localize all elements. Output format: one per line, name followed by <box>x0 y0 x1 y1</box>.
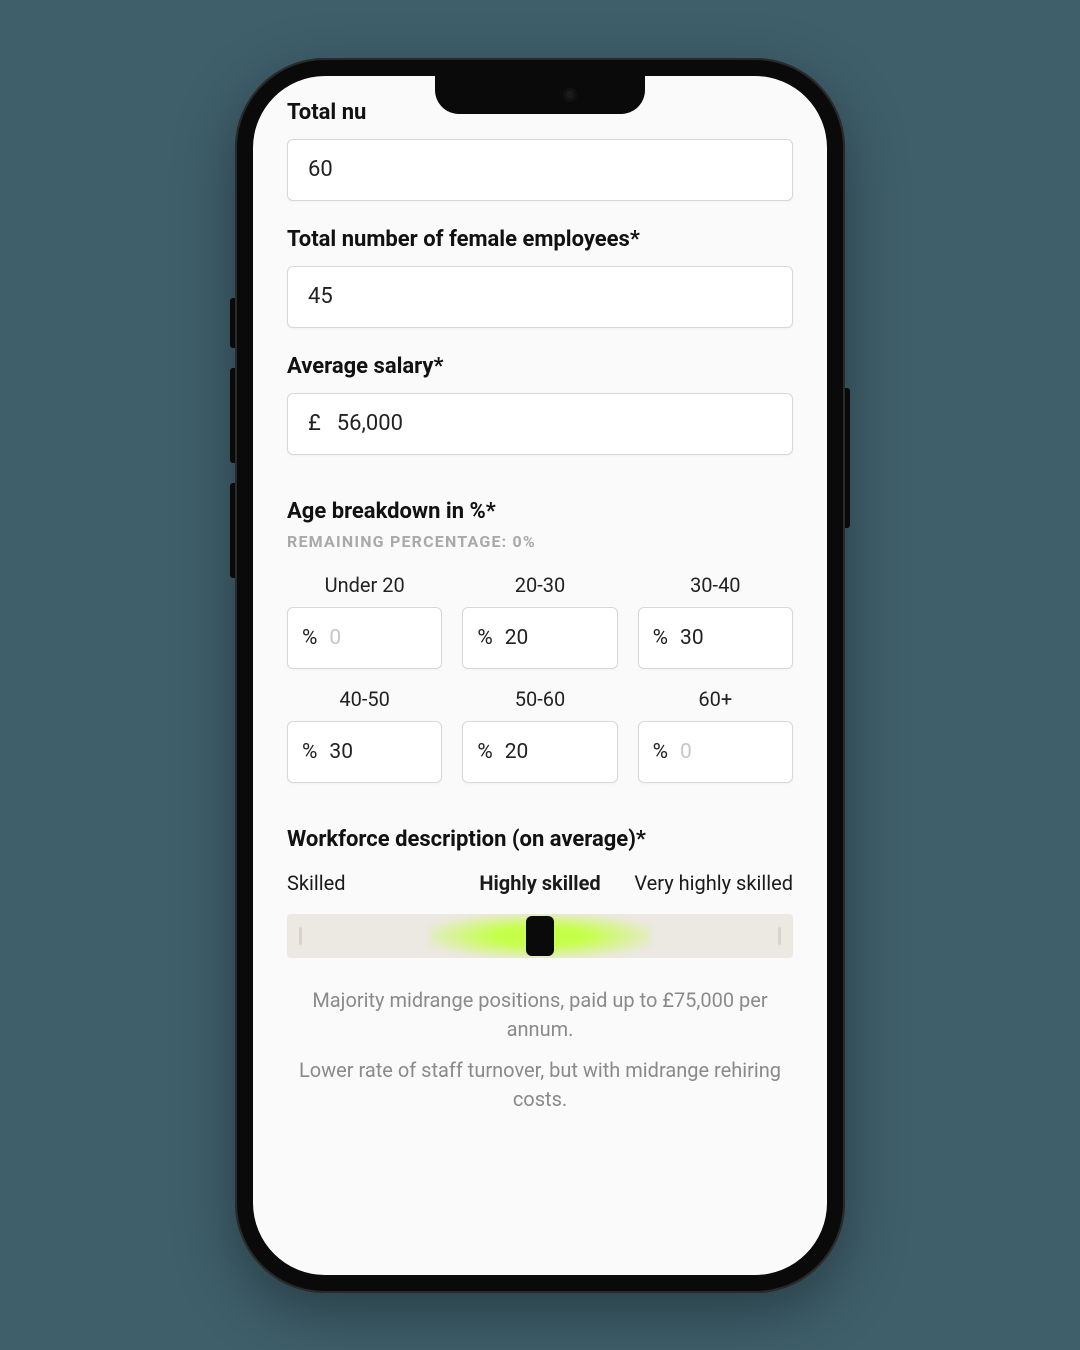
currency-prefix: £ <box>308 411 321 436</box>
female-employees-field: Total number of female employees* 45 <box>287 227 793 328</box>
age-input[interactable]: % 30 <box>638 607 793 669</box>
age-cell-label: 60+ <box>638 687 793 711</box>
slider-tick-right <box>778 927 781 945</box>
skill-slider[interactable] <box>287 914 793 958</box>
percent-prefix: % <box>477 626 492 650</box>
age-remaining: REMAINING PERCENTAGE: 0% <box>287 532 793 551</box>
phone-frame: Total nu 60 Total number of female emplo… <box>235 58 845 1293</box>
age-input[interactable]: % 20 <box>462 721 617 783</box>
female-employees-input[interactable]: 45 <box>287 266 793 328</box>
salary-input[interactable]: £ 56,000 <box>287 393 793 455</box>
age-value: 0 <box>680 740 692 764</box>
salary-value: 56,000 <box>337 411 403 436</box>
total-employees-field: Total nu 60 <box>287 100 793 201</box>
skill-description: Majority midrange positions, paid up to … <box>287 986 793 1114</box>
age-cell-label: 50-60 <box>462 687 617 711</box>
form-content: Total nu 60 Total number of female emplo… <box>253 76 827 1275</box>
skill-option[interactable]: Very highly skilled <box>626 870 793 896</box>
age-cell: 20-30% 20 <box>462 573 617 669</box>
age-value: 0 <box>329 626 341 650</box>
age-value: 20 <box>505 626 529 650</box>
phone-side-button <box>845 388 850 528</box>
age-cell-label: 30-40 <box>638 573 793 597</box>
female-employees-value: 45 <box>308 284 333 309</box>
age-section: Age breakdown in %* REMAINING PERCENTAGE… <box>287 499 793 783</box>
age-cell-label: 20-30 <box>462 573 617 597</box>
total-employees-value: 60 <box>308 157 333 182</box>
skill-section: Workforce description (on average)* Skil… <box>287 827 793 1114</box>
total-employees-input[interactable]: 60 <box>287 139 793 201</box>
age-input[interactable]: % 30 <box>287 721 442 783</box>
age-cell: 40-50% 30 <box>287 687 442 783</box>
percent-prefix: % <box>302 740 317 764</box>
skill-option[interactable]: Highly skilled <box>457 870 624 896</box>
age-value: 30 <box>329 740 353 764</box>
age-cell: 30-40% 30 <box>638 573 793 669</box>
percent-prefix: % <box>477 740 492 764</box>
salary-label: Average salary* <box>287 354 793 379</box>
phone-notch <box>435 76 645 114</box>
age-cell: 50-60% 20 <box>462 687 617 783</box>
age-value: 30 <box>680 626 704 650</box>
age-input[interactable]: %0 <box>287 607 442 669</box>
age-grid: Under 20%020-30%2030-40%3040-50%3050-60%… <box>287 573 793 783</box>
percent-prefix: % <box>302 626 317 650</box>
camera-icon <box>563 88 577 102</box>
percent-prefix: % <box>653 626 668 650</box>
age-cell: Under 20%0 <box>287 573 442 669</box>
age-cell-label: 40-50 <box>287 687 442 711</box>
skill-option[interactable]: Skilled <box>287 870 454 896</box>
slider-handle[interactable] <box>526 916 554 956</box>
skill-desc-line-2: Lower rate of staff turnover, but with m… <box>287 1056 793 1114</box>
skill-options: SkilledHighly skilledVery highly skilled <box>287 870 793 896</box>
age-value: 20 <box>505 740 529 764</box>
age-cell-label: Under 20 <box>287 573 442 597</box>
salary-field: Average salary* £ 56,000 <box>287 354 793 455</box>
age-input[interactable]: %0 <box>638 721 793 783</box>
skill-desc-line-1: Majority midrange positions, paid up to … <box>287 986 793 1044</box>
age-heading: Age breakdown in %* <box>287 499 793 524</box>
skill-heading: Workforce description (on average)* <box>287 827 793 852</box>
female-employees-label: Total number of female employees* <box>287 227 793 252</box>
percent-prefix: % <box>653 740 668 764</box>
slider-tick-left <box>299 927 302 945</box>
age-input[interactable]: % 20 <box>462 607 617 669</box>
age-cell: 60+%0 <box>638 687 793 783</box>
phone-screen: Total nu 60 Total number of female emplo… <box>253 76 827 1275</box>
